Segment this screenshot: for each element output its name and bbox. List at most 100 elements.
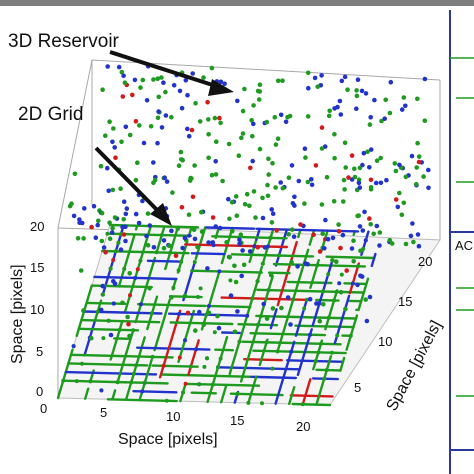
reservoir-node <box>270 161 275 166</box>
reservoir-node <box>239 273 244 279</box>
grid-node <box>324 368 329 372</box>
reservoir-node <box>273 142 279 147</box>
reservoir-node <box>133 211 139 217</box>
grid-edge <box>241 340 342 346</box>
reservoir-node <box>374 223 380 229</box>
reservoir-node <box>343 165 349 170</box>
grid-network <box>56 223 377 407</box>
grid-edge <box>146 259 181 263</box>
reservoir-node <box>392 161 398 166</box>
grid-node <box>197 382 202 387</box>
reservoir-node <box>235 98 240 104</box>
reservoir-node <box>121 199 127 204</box>
grid-node <box>334 289 339 294</box>
reservoir-node <box>240 131 246 136</box>
reservoir-node <box>320 231 326 236</box>
reservoir-node <box>321 302 326 307</box>
grid-edge <box>230 253 315 258</box>
reservoir-node <box>250 158 255 164</box>
grid-edge <box>190 252 226 256</box>
reservoir-node <box>383 97 389 103</box>
x-tick-label: 0 <box>40 401 47 416</box>
reservoir-node <box>414 165 420 170</box>
reservoir-node <box>351 238 356 243</box>
grid-node <box>316 350 321 355</box>
grid-edge <box>176 240 189 274</box>
x-tick-label: 10 <box>166 409 180 424</box>
reservoir-node <box>324 174 330 180</box>
reservoir-node <box>96 218 101 224</box>
reservoir-node <box>371 231 377 237</box>
grid-node <box>150 311 154 316</box>
reservoir-node <box>359 88 365 94</box>
reservoir-node <box>109 230 115 235</box>
grid-node <box>270 366 275 371</box>
grid-edge <box>210 304 252 309</box>
x-axis: 0 5 10 15 20 Space [pixels] <box>40 401 310 448</box>
grid-node <box>268 235 273 240</box>
grid-edge <box>111 389 117 401</box>
reservoir-node <box>240 248 245 253</box>
reservoir-node <box>81 308 86 313</box>
reservoir-node <box>112 215 118 220</box>
grid-node <box>216 365 220 370</box>
reservoir-node <box>264 119 270 125</box>
reservoir-node <box>124 206 130 211</box>
grid-node <box>315 263 320 268</box>
reservoir-node <box>105 165 110 171</box>
reservoir-node <box>93 235 99 240</box>
reservoir-node <box>197 119 203 124</box>
grid-node <box>116 240 121 245</box>
z-tick-label: 20 <box>30 219 44 234</box>
grid-node <box>80 361 84 366</box>
reservoir-node <box>220 178 225 184</box>
grid-node <box>260 261 265 266</box>
reservoir-node <box>147 286 152 291</box>
reservoir-node <box>332 155 337 161</box>
reservoir-node <box>387 110 393 116</box>
reservoir-node <box>103 250 108 255</box>
y-axis-title: Space [pixels] <box>384 318 446 414</box>
reservoir-node <box>285 114 290 120</box>
reservoir-node <box>120 300 125 306</box>
grid-node <box>260 401 264 406</box>
grid-edge <box>324 289 339 331</box>
reservoir-node <box>164 179 170 184</box>
reservoir-node <box>199 209 204 215</box>
x-axis-title: Space [pixels] <box>118 431 218 448</box>
reservoir-node <box>415 232 421 237</box>
reservoir-node <box>163 113 169 118</box>
reservoir-node <box>253 215 258 220</box>
reservoir-node <box>319 146 325 151</box>
reservoir-node <box>126 321 131 327</box>
reservoir-node <box>125 314 130 320</box>
reservoir-node <box>89 335 94 341</box>
reservoir-node <box>409 153 415 159</box>
grid-node <box>217 269 222 274</box>
reservoir-node <box>147 223 153 228</box>
grid-edge <box>153 298 171 352</box>
reservoir-node <box>217 225 223 231</box>
grid-node <box>176 268 181 273</box>
reservoir-node <box>367 294 373 300</box>
grid-edge <box>243 265 263 324</box>
grid-node <box>319 341 323 346</box>
grid-node <box>139 302 143 307</box>
reservoir-node <box>309 177 314 182</box>
reservoir-node <box>190 71 195 76</box>
reservoir-node <box>317 249 323 254</box>
x-tick-label: 15 <box>230 413 244 428</box>
grid-node <box>291 297 296 302</box>
reservoir-node <box>185 93 190 98</box>
reservoir-node <box>250 133 255 139</box>
reservoir-node <box>289 163 295 168</box>
reservoir-node <box>257 146 263 152</box>
reservoir-node <box>183 78 189 83</box>
reservoir-node <box>342 140 348 146</box>
grid-node <box>115 380 120 385</box>
grid-node <box>108 266 113 271</box>
reservoir-node <box>344 268 350 273</box>
reservoir-arrow-line <box>109 50 223 90</box>
reservoir-node <box>426 167 431 173</box>
reservoir-node <box>255 244 261 250</box>
